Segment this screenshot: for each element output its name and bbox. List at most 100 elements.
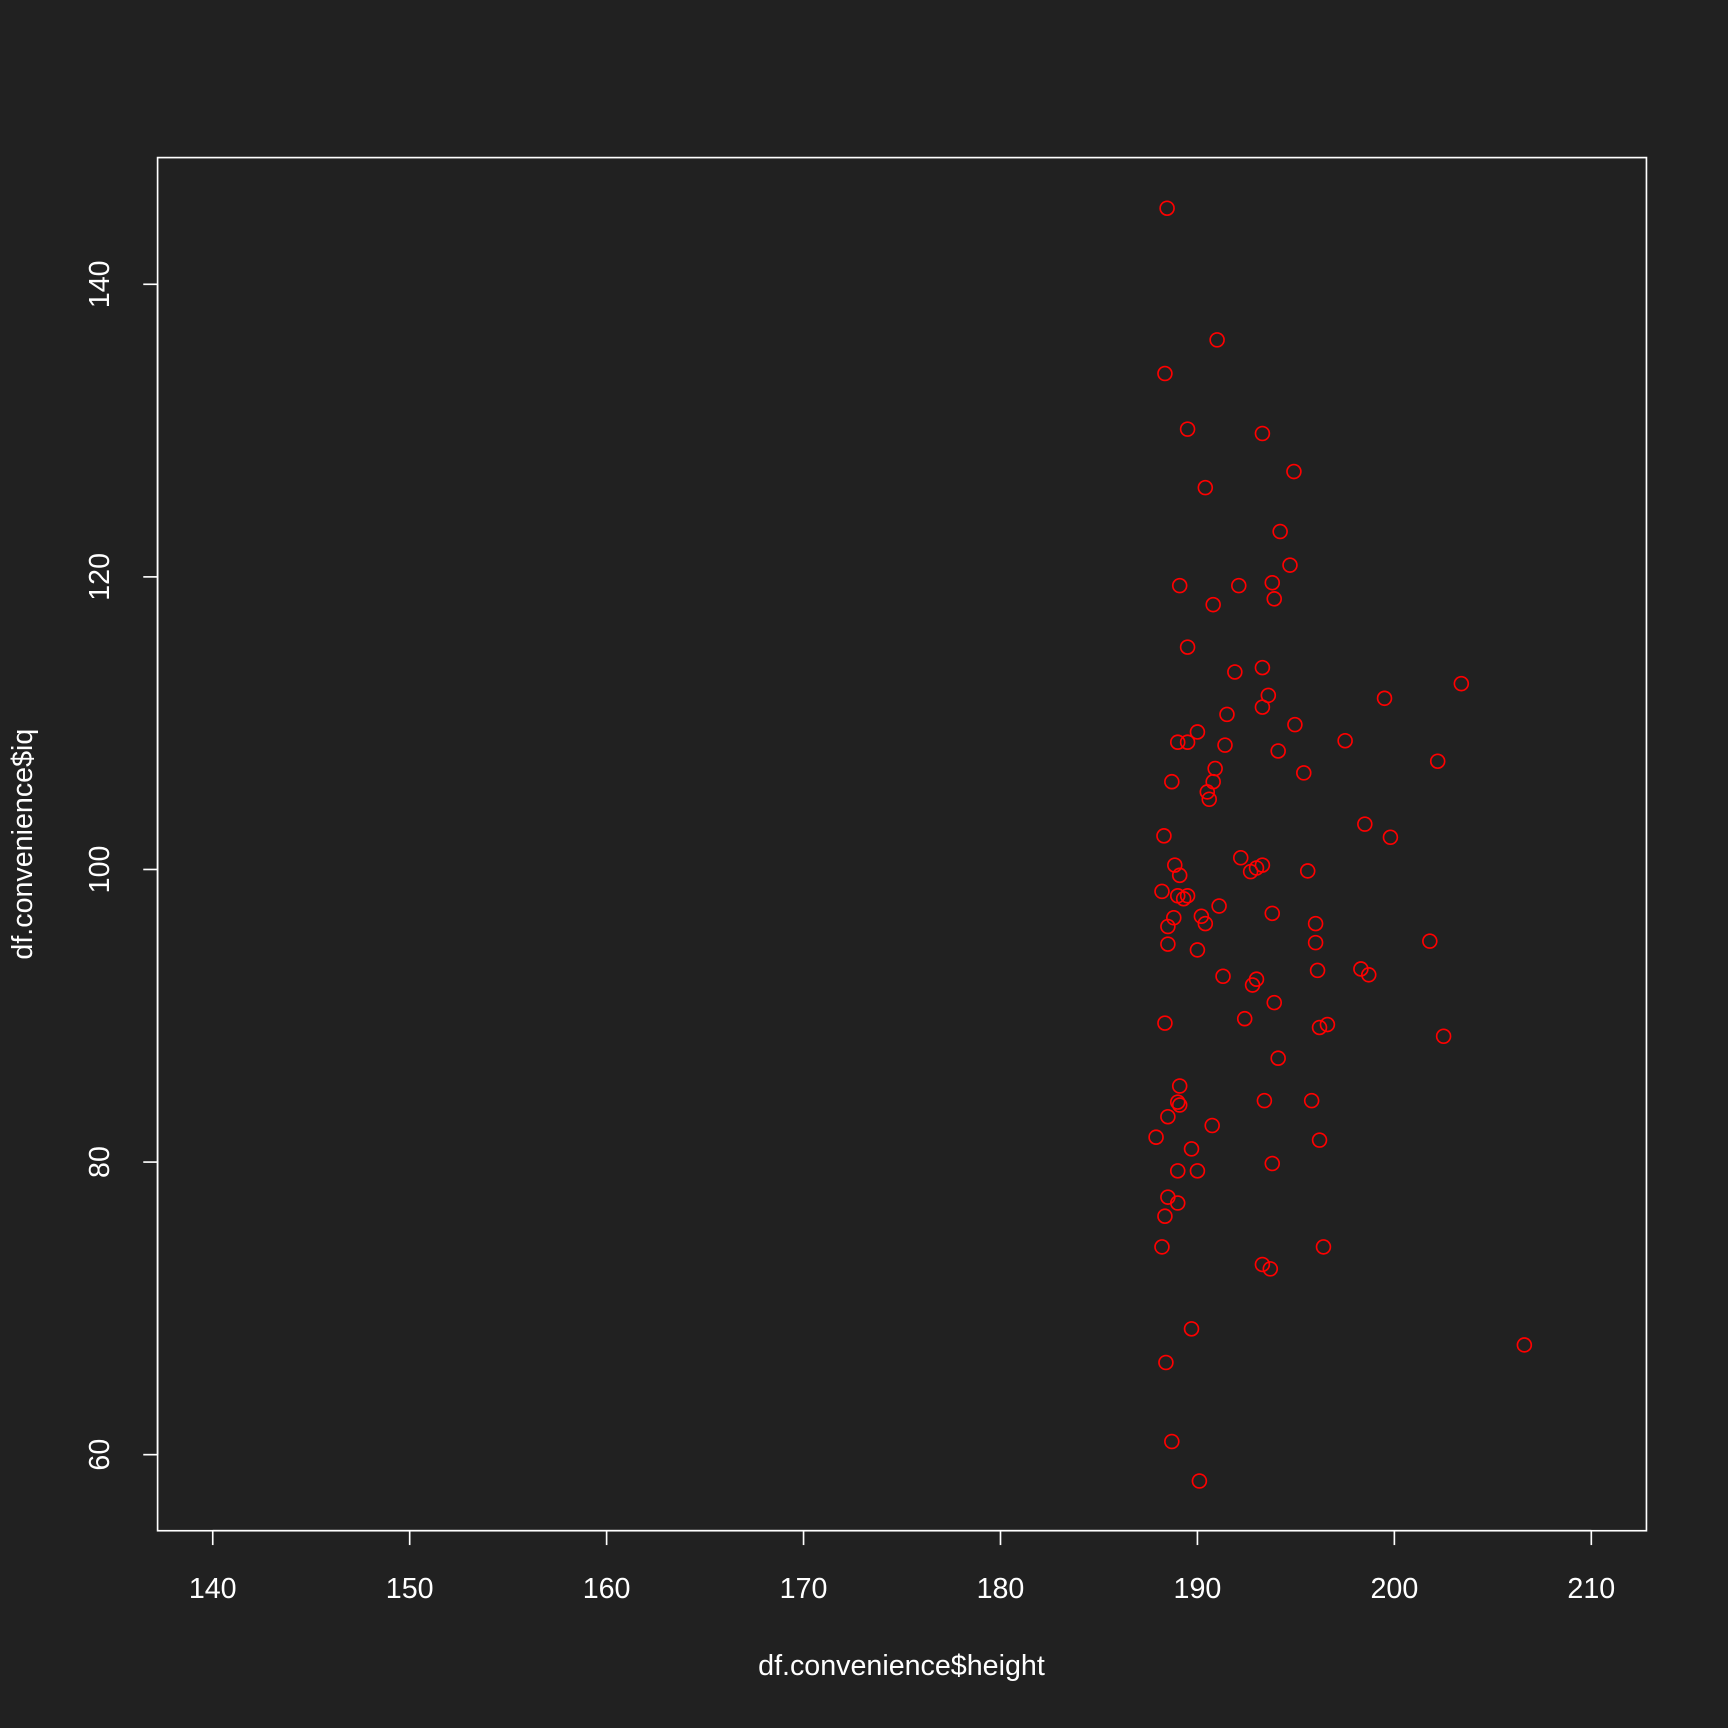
point [1307,934,1324,951]
point [1236,1010,1253,1027]
x-tick-label: 210 [1567,1573,1615,1605]
point [1169,1163,1186,1179]
point [1266,591,1283,607]
point [1266,994,1283,1011]
point [1205,773,1221,790]
point [1254,1256,1271,1273]
y-tick-label: 80 [84,1146,116,1178]
point [1191,1473,1208,1489]
point [1148,1129,1164,1145]
point [1264,1155,1281,1172]
point [1189,942,1206,958]
x-tick-label: 150 [386,1573,434,1605]
point [1319,1016,1336,1033]
point [1211,898,1227,914]
point [1154,1239,1170,1255]
x-tick-label: 140 [189,1573,237,1605]
point [1272,523,1288,540]
point [1189,724,1206,740]
point [1157,1015,1173,1031]
point [1337,732,1353,749]
point [1167,857,1183,873]
point [1264,905,1281,922]
point [1160,936,1176,952]
point [1209,332,1225,348]
point [1157,1208,1173,1224]
point [1164,773,1180,790]
point [1264,574,1281,591]
point [1256,1092,1273,1109]
point [1183,1141,1200,1157]
point [1160,1108,1176,1125]
point [1158,1354,1174,1371]
point [1232,849,1249,866]
point [1156,828,1172,844]
point [1227,664,1243,680]
point [1270,743,1286,759]
x-axis-title: df.convenience$height [758,1650,1045,1682]
point [1169,1094,1186,1110]
point [1179,639,1196,655]
point [1154,883,1170,900]
point [1169,1195,1186,1211]
x-tick-label: 200 [1370,1573,1418,1605]
y-tick-label: 120 [84,553,116,601]
point [1254,659,1271,676]
point [1303,1092,1320,1109]
point [1307,915,1324,932]
point [1171,577,1188,594]
point [1286,463,1302,480]
point [1201,791,1218,808]
point [1242,863,1259,880]
y-tick-label: 100 [84,846,116,894]
point [1353,961,1369,977]
point [1197,915,1214,932]
point [1299,863,1316,879]
point [1282,557,1298,573]
point [1311,1132,1328,1148]
point [1215,968,1231,985]
point [1217,737,1233,753]
x-tick-label: 180 [977,1573,1025,1605]
y-tick-label: 140 [84,260,116,308]
point [1422,933,1438,949]
point [1254,425,1271,442]
point [1204,1117,1220,1134]
point [1171,867,1188,884]
point [1179,421,1196,437]
y-axis-title: df.convenience$iq [7,729,39,960]
point [1262,1261,1279,1277]
point [1189,1163,1206,1179]
point [1309,962,1326,979]
point [1311,1019,1328,1036]
point [1453,675,1470,692]
point [1169,734,1186,750]
point [1175,890,1192,907]
x-tick-label: 160 [583,1573,631,1605]
point [1207,760,1223,777]
point [1435,1028,1452,1045]
point [1193,908,1210,925]
x-tick-label: 170 [780,1573,828,1605]
point [1516,1337,1533,1353]
point [1164,1433,1180,1450]
point [1219,706,1235,723]
point [1254,699,1271,715]
point [1315,1239,1332,1255]
point [1287,716,1303,733]
y-tick-label: 60 [84,1439,116,1471]
point [1179,888,1196,904]
point [1360,967,1377,983]
point [1270,1050,1286,1066]
point [1199,784,1216,800]
point [1244,977,1261,993]
x-tick-label: 190 [1174,1573,1222,1605]
point [1296,765,1312,781]
point [1179,734,1196,750]
point [1382,829,1399,846]
point [1231,577,1247,594]
point [1160,918,1176,935]
plot-frame [156,156,1648,1532]
